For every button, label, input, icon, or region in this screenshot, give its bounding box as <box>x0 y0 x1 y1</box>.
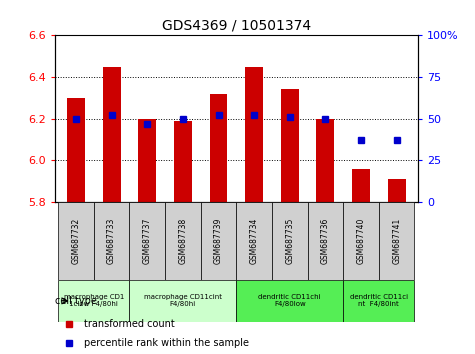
Bar <box>388 179 406 202</box>
Text: transformed count: transformed count <box>84 319 174 329</box>
Bar <box>209 93 228 202</box>
Bar <box>281 90 299 202</box>
Bar <box>352 169 370 202</box>
Text: GSM687737: GSM687737 <box>143 217 152 264</box>
Bar <box>201 202 237 280</box>
Text: GSM687741: GSM687741 <box>392 218 401 264</box>
Text: GSM687739: GSM687739 <box>214 217 223 264</box>
Text: macrophage CD11cint
F4/80hi: macrophage CD11cint F4/80hi <box>144 295 222 307</box>
Bar <box>245 67 263 202</box>
Bar <box>94 202 129 280</box>
Text: GSM687733: GSM687733 <box>107 217 116 264</box>
Bar <box>343 280 414 322</box>
Bar <box>237 202 272 280</box>
Text: GSM687738: GSM687738 <box>179 218 187 264</box>
Bar <box>237 280 343 322</box>
Bar <box>379 202 414 280</box>
Text: GSM687736: GSM687736 <box>321 217 330 264</box>
Bar <box>129 202 165 280</box>
Bar <box>165 202 200 280</box>
Text: dendritic CD11ci
nt  F4/80int: dendritic CD11ci nt F4/80int <box>350 295 408 307</box>
Bar <box>174 121 192 202</box>
Text: macrophage CD1
1clow F4/80hi: macrophage CD1 1clow F4/80hi <box>64 295 124 307</box>
Bar <box>67 98 85 202</box>
Title: GDS4369 / 10501374: GDS4369 / 10501374 <box>162 19 311 33</box>
Bar <box>308 202 343 280</box>
Bar <box>272 202 308 280</box>
Text: GSM687734: GSM687734 <box>250 217 258 264</box>
Text: percentile rank within the sample: percentile rank within the sample <box>84 338 249 348</box>
Text: GSM687732: GSM687732 <box>72 218 80 264</box>
Text: GSM687740: GSM687740 <box>357 217 365 264</box>
Bar <box>343 202 379 280</box>
Bar <box>138 119 156 202</box>
Bar <box>103 67 121 202</box>
Text: cell type: cell type <box>55 296 97 306</box>
Bar <box>58 280 129 322</box>
Bar <box>129 280 237 322</box>
Text: GSM687735: GSM687735 <box>285 217 294 264</box>
Bar <box>316 119 334 202</box>
Text: dendritic CD11chi
F4/80low: dendritic CD11chi F4/80low <box>258 295 321 307</box>
Bar <box>58 202 94 280</box>
